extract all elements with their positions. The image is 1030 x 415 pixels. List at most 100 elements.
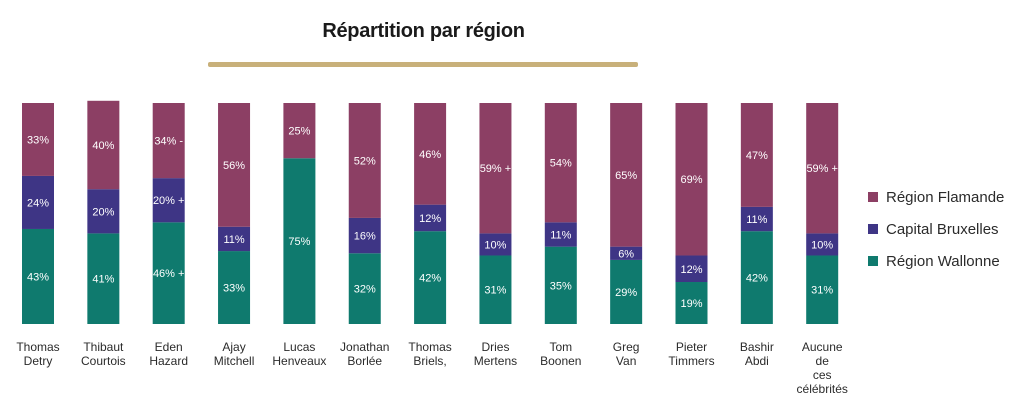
category-label: Tom bbox=[549, 340, 572, 354]
bar-segment-bruxelles bbox=[152, 178, 185, 223]
legend-swatch-wallonne bbox=[868, 256, 878, 266]
bar-segment-flamande bbox=[414, 103, 447, 205]
data-label-flamande: 25% bbox=[288, 126, 310, 138]
legend-label: Région Flamande bbox=[886, 188, 1005, 206]
legend-label: Capital Bruxelles bbox=[886, 220, 999, 238]
data-label-flamande: 47% bbox=[746, 150, 768, 162]
data-label-bruxelles: 16% bbox=[354, 231, 376, 243]
category-label: célébrités bbox=[797, 382, 848, 396]
bar-segment-wallonne bbox=[414, 231, 447, 324]
bar-segment-flamande bbox=[87, 100, 120, 190]
data-label-bruxelles: 12% bbox=[419, 213, 441, 225]
bar-segment-flamande bbox=[283, 103, 316, 159]
category-label: de bbox=[816, 354, 830, 368]
data-label-wallonne: 75% bbox=[288, 236, 310, 248]
bar-segment-wallonne bbox=[218, 251, 251, 324]
data-label-flamande: 46% bbox=[419, 149, 441, 161]
category-label: Detry bbox=[24, 354, 53, 368]
data-label-wallonne: 32% bbox=[354, 284, 376, 296]
data-label-wallonne: 46% + bbox=[153, 268, 185, 280]
data-label-bruxelles: 6% bbox=[618, 248, 634, 260]
data-label-flamande: 54% bbox=[550, 158, 572, 170]
data-label-bruxelles: 24% bbox=[27, 197, 49, 209]
category-label: Abdi bbox=[745, 354, 769, 368]
bar-segment-flamande bbox=[22, 103, 54, 176]
data-label-bruxelles: 11% bbox=[223, 234, 244, 246]
legend-item-bruxelles: Capital Bruxelles bbox=[868, 213, 1004, 245]
bar-segment-flamande bbox=[479, 103, 512, 234]
legend-item-flamande: Région Flamande bbox=[868, 181, 1004, 213]
category-label: Briels, bbox=[413, 354, 446, 368]
legend-swatch-flamande bbox=[868, 192, 878, 202]
category-label: ces bbox=[813, 368, 832, 382]
category-label: Pieter bbox=[676, 340, 707, 354]
chart-legend: Région Flamande Capital Bruxelles Région W… bbox=[868, 181, 1004, 277]
bar-segment-bruxelles bbox=[218, 226, 251, 252]
data-label-flamande: 59% + bbox=[480, 163, 512, 175]
bar-segment-wallonne bbox=[544, 246, 577, 324]
category-label: Ajay bbox=[222, 340, 245, 354]
data-label-flamande: 59% + bbox=[806, 163, 838, 175]
title-underline bbox=[208, 62, 638, 67]
bar-segment-bruxelles bbox=[740, 206, 773, 232]
bar-segment-wallonne bbox=[87, 233, 120, 324]
category-label: Eden bbox=[155, 340, 183, 354]
data-label-wallonne: 31% bbox=[811, 285, 833, 297]
bar-segment-bruxelles bbox=[414, 204, 447, 232]
bar-segment-flamande bbox=[806, 103, 839, 234]
bar-segment-flamande bbox=[348, 103, 381, 218]
bar-segment-flamande bbox=[544, 103, 577, 223]
bar-segment-bruxelles bbox=[544, 222, 577, 247]
bar-segment-bruxelles bbox=[675, 255, 708, 283]
bar-segment-bruxelles bbox=[87, 189, 120, 234]
bar-segment-wallonne bbox=[283, 158, 316, 324]
data-label-flamande: 33% bbox=[27, 134, 49, 146]
data-label-flamande: 52% bbox=[354, 155, 376, 167]
data-label-wallonne: 35% bbox=[550, 280, 572, 292]
bar-segment-bruxelles bbox=[806, 233, 839, 256]
legend-item-wallonne: Région Wallonne bbox=[868, 245, 1004, 277]
category-label: Dries bbox=[481, 340, 509, 354]
bar-segment-wallonne bbox=[152, 222, 185, 324]
data-label-bruxelles: 12% bbox=[680, 264, 702, 276]
category-label: Mertens bbox=[474, 354, 517, 368]
bar-segment-bruxelles bbox=[610, 246, 643, 260]
data-label-wallonne: 19% bbox=[680, 298, 702, 310]
data-label-wallonne: 43% bbox=[27, 271, 49, 283]
data-label-flamande: 40% bbox=[92, 140, 114, 152]
data-label-wallonne: 41% bbox=[92, 274, 114, 286]
bar-segment-wallonne bbox=[806, 255, 839, 324]
category-label: Van bbox=[616, 354, 636, 368]
category-label: Thomas bbox=[16, 340, 59, 354]
category-label: Henveaux bbox=[272, 354, 326, 368]
category-label: Greg bbox=[613, 340, 640, 354]
category-label: Mitchell bbox=[214, 354, 255, 368]
data-label-bruxelles: 11% bbox=[746, 214, 767, 226]
category-label: Timmers bbox=[668, 354, 714, 368]
bar-segment-flamande bbox=[610, 103, 643, 247]
category-label: Thomas bbox=[408, 340, 451, 354]
bar-segment-wallonne bbox=[740, 231, 773, 324]
data-label-flamande: 69% bbox=[680, 174, 702, 186]
data-label-wallonne: 33% bbox=[223, 283, 245, 295]
bar-segment-wallonne bbox=[610, 259, 643, 324]
bar-segment-wallonne bbox=[348, 253, 381, 324]
category-label: Boonen bbox=[540, 354, 581, 368]
data-label-bruxelles: 10% bbox=[811, 239, 833, 251]
category-label: Courtois bbox=[81, 354, 126, 368]
data-label-bruxelles: 11% bbox=[550, 229, 571, 241]
chart-title: Répartition par région bbox=[322, 20, 525, 42]
bar-segment-flamande bbox=[740, 103, 773, 207]
bar-segment-flamande bbox=[675, 103, 708, 256]
bar-segment-bruxelles bbox=[348, 217, 381, 254]
bar-segment-wallonne bbox=[22, 228, 54, 324]
bar-segment-flamande bbox=[152, 103, 185, 179]
data-label-bruxelles: 20% bbox=[92, 206, 114, 218]
bar-segment-wallonne bbox=[479, 255, 512, 324]
category-label: Bashir bbox=[740, 340, 774, 354]
data-label-bruxelles: 20% + bbox=[153, 195, 185, 207]
data-label-flamande: 34% - bbox=[154, 136, 183, 148]
category-label: Thibaut bbox=[83, 340, 124, 354]
bar-segment-bruxelles bbox=[479, 233, 512, 256]
